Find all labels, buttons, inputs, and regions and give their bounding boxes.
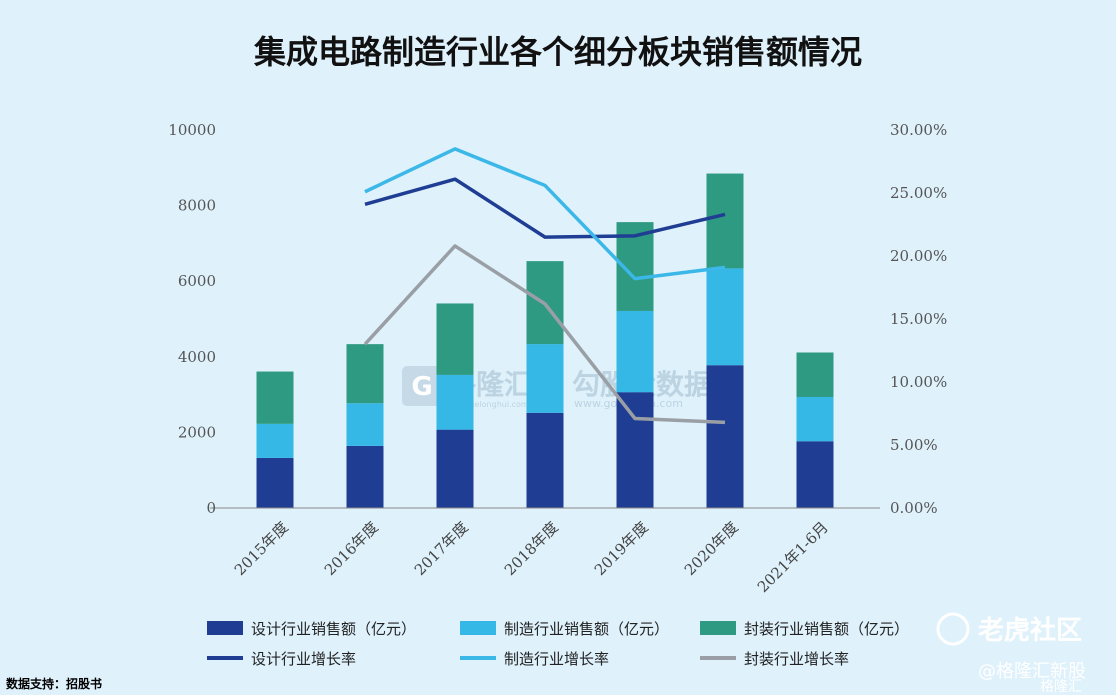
y-left-tick-label: 10000	[168, 121, 216, 139]
y-right-tick-label: 0.00%	[890, 499, 938, 517]
bar-segment	[256, 371, 294, 424]
legend-label: 封装行业销售额（亿元）	[744, 620, 909, 638]
bar-segment	[436, 429, 474, 508]
bars-layer	[256, 173, 834, 508]
y-right-tick-label: 5.00%	[890, 436, 938, 454]
bar-segment	[436, 374, 474, 430]
legend: 设计行业销售额（亿元） 制造行业销售额（亿元） 封装行业销售额（亿元） 设计行业增长率…	[207, 620, 909, 668]
source-note: 数据支持：招股书	[6, 676, 102, 691]
bar-segment	[706, 268, 744, 366]
x-category-label: 2018年度	[501, 518, 562, 579]
x-category-label: 2019年度	[591, 518, 652, 579]
line-series	[364, 177, 726, 239]
y-right-tick-label: 25.00%	[890, 184, 947, 202]
x-category-label: 2021年1-6月	[754, 518, 832, 596]
bar-segment	[256, 423, 294, 458]
legend-swatch-bar	[700, 621, 736, 635]
line-series	[363, 244, 726, 425]
bar-segment	[526, 412, 564, 508]
y-left-tick-label: 4000	[178, 348, 216, 366]
bar-segment	[526, 344, 564, 413]
legend-label: 封装行业增长率	[744, 650, 849, 668]
watermark-corner-handle: @格隆汇新股	[978, 661, 1086, 682]
x-category-label: 2015年度	[231, 518, 292, 579]
watermark-logo-icon	[402, 366, 442, 406]
x-category-label: 2016年度	[321, 518, 382, 579]
legend-label: 制造行业增长率	[504, 650, 609, 668]
watermark-corner-logo: 老虎社区	[978, 615, 1082, 646]
bar-segment	[346, 445, 384, 508]
legend-swatch-bar	[207, 621, 243, 635]
bar-segment	[616, 310, 654, 393]
bar-segment	[346, 403, 384, 446]
bar-segment	[796, 396, 834, 442]
y-right-tick-label: 15.00%	[890, 310, 947, 328]
tiger-logo-icon	[936, 612, 970, 646]
y-right-tick-label: 10.00%	[890, 373, 947, 391]
bar-segment	[256, 457, 294, 508]
watermark-corner: 老虎社区 @格隆汇新股 格隆汇	[936, 612, 1086, 695]
bar-segment	[706, 365, 744, 508]
bar-segment	[706, 173, 744, 269]
y-left-tick-label: 6000	[178, 272, 216, 290]
bar-segment	[346, 344, 384, 404]
bar-segment	[796, 441, 834, 508]
legend-swatch-bar	[460, 621, 496, 635]
watermark-site: www.gelonghui.com	[448, 400, 529, 409]
bar-segment	[436, 303, 474, 375]
chart-title: 集成电路制造行业各个细分板块销售额情况	[253, 33, 862, 71]
legend-label: 设计行业增长率	[251, 650, 356, 668]
watermark-corner-extra: 格隆汇	[1040, 679, 1082, 695]
bar-segment	[796, 352, 834, 397]
legend-label: 设计行业销售额（亿元）	[251, 620, 416, 638]
y-left-tick-label: 8000	[178, 197, 216, 215]
legend-label: 制造行业销售额（亿元）	[504, 620, 669, 638]
watermark-logo-letter: G	[411, 372, 432, 402]
x-category-label: 2020年度	[681, 518, 742, 579]
line-series	[364, 147, 726, 281]
y-right-tick-label: 20.00%	[890, 247, 947, 265]
y-left-tick-label: 2000	[178, 423, 216, 441]
lines-layer	[363, 147, 726, 425]
x-category-label: 2017年度	[411, 518, 472, 579]
y-right-tick-label: 30.00%	[890, 121, 947, 139]
bar-segment	[616, 392, 654, 508]
y-left-tick-label: 0	[206, 499, 216, 517]
